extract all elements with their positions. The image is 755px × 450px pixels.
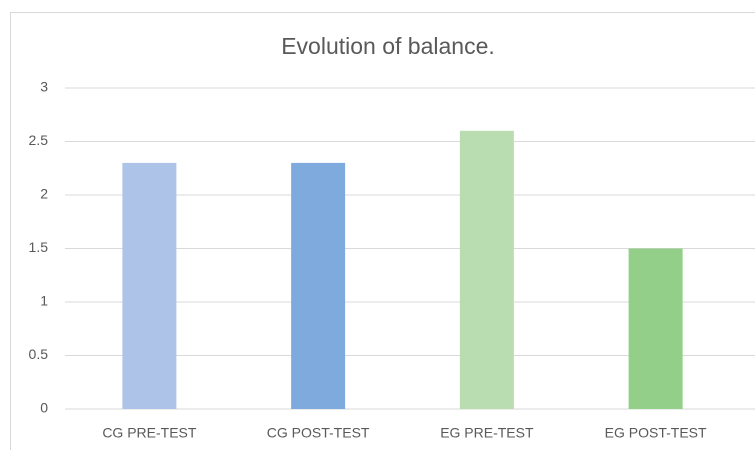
x-tick-label: CG POST-TEST — [267, 425, 370, 441]
y-tick-label: 0 — [40, 400, 48, 416]
y-tick-label: 1 — [40, 293, 48, 309]
bar — [122, 162, 177, 409]
bar — [628, 248, 683, 409]
x-tick-label: EG PRE-TEST — [440, 425, 534, 441]
y-tick-label: 0.5 — [29, 346, 49, 362]
y-tick-label: 2.5 — [29, 132, 49, 148]
x-tick-label: CG PRE-TEST — [102, 425, 197, 441]
bar — [459, 130, 514, 410]
y-tick-label: 1.5 — [29, 239, 49, 255]
chart-title: Evolution of balance. — [281, 33, 495, 59]
y-tick-label: 2 — [40, 186, 48, 202]
y-tick-label: 3 — [40, 79, 48, 95]
bar — [291, 162, 346, 409]
x-tick-label: EG POST-TEST — [605, 425, 707, 441]
